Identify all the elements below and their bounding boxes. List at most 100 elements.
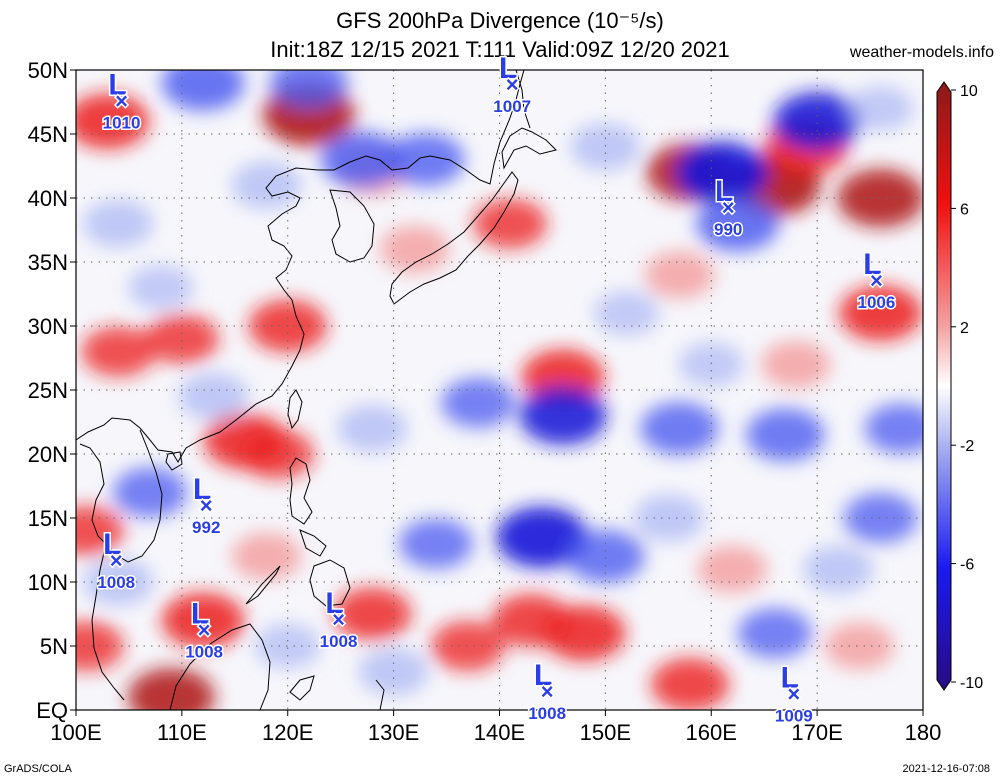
- borneo-coast: [169, 623, 271, 710]
- convergence-cell-30: [161, 70, 245, 111]
- low-center-mark: ×: [115, 89, 128, 114]
- low-center-mark: ×: [506, 72, 519, 97]
- convergence-cell-41: [640, 402, 719, 455]
- low-marker: L×1006: [856, 246, 897, 313]
- low-marker: L×1008: [184, 596, 225, 663]
- convergence-cell-37: [773, 92, 861, 151]
- convergence-cell-45: [178, 372, 249, 420]
- hokkaido-coast: [501, 127, 557, 170]
- render-timestamp: 2021-12-16-07:08: [902, 763, 990, 775]
- graticule: [76, 70, 923, 710]
- x-tick-label: 110E: [157, 720, 207, 745]
- divergence-cell-24: [761, 340, 831, 388]
- low-marker: L×1010: [101, 67, 142, 134]
- convergence-cell-38: [570, 123, 641, 171]
- low-letter: L: [863, 248, 881, 281]
- y-tick-label: 20N: [28, 442, 68, 467]
- convergence-cell-60: [678, 342, 744, 387]
- divergence-cell-3: [144, 313, 219, 364]
- low-marker: L×992: [191, 472, 222, 539]
- y-tick-label: EQ: [36, 698, 68, 723]
- convergence-cell-51: [83, 558, 154, 606]
- low-letter: L: [534, 659, 552, 692]
- low-marker: L×1009: [773, 660, 814, 727]
- map-subtitle: Init:18Z 12/15 2021 T:111 Valid:09Z 12/2…: [270, 37, 730, 62]
- divergence-cell-4: [81, 326, 156, 377]
- mindanao-coast: [309, 559, 351, 607]
- divergence-cell-9: [333, 587, 412, 641]
- x-tick-label: 160E: [686, 720, 737, 745]
- divergence-cell-8: [161, 592, 245, 649]
- visayas-coast: [299, 529, 327, 557]
- low-center-mark: ×: [870, 268, 883, 293]
- convergence-cell-36: [696, 195, 780, 252]
- low-center-mark: ×: [541, 679, 554, 704]
- divergence-field: [76, 70, 923, 710]
- convergence-cell-54: [803, 545, 874, 593]
- colorbar-label: 10: [960, 83, 978, 100]
- low-pressure-label: 1006: [858, 293, 896, 312]
- convergence-cell-50: [113, 467, 188, 518]
- divergence-cell-6: [240, 429, 315, 479]
- low-center-mark: ×: [110, 548, 123, 573]
- low-pressure-label: 992: [192, 518, 220, 537]
- software-credit: GrADS/COLA: [4, 763, 72, 775]
- divergence-cell-17: [837, 168, 923, 228]
- divergence-cell-28: [380, 225, 450, 273]
- convergence-cell-35: [676, 141, 768, 203]
- divergence-cell-18: [839, 285, 922, 342]
- low-center-mark: ×: [198, 617, 211, 642]
- low-pressure-label: 990: [714, 220, 742, 239]
- colorbar-label: -6: [960, 557, 974, 574]
- colorbar-label: -10: [960, 675, 983, 692]
- convergence-cell-57: [594, 291, 660, 336]
- low-marker: L×1008: [527, 657, 568, 724]
- low-pressure-markers: L×1010L×1007L×990L×1006L×992L×1008L×1008…: [96, 51, 897, 727]
- low-letter: L: [191, 597, 209, 630]
- divergence-cell-7: [127, 668, 215, 710]
- x-tick-label: 170E: [791, 720, 842, 745]
- y-tick-label: 45N: [28, 122, 68, 147]
- x-tick-label: 150E: [580, 720, 631, 745]
- x-tick-label: 120E: [262, 720, 313, 745]
- low-letter: L: [781, 661, 799, 694]
- low-pressure-label: 1010: [103, 114, 141, 133]
- map-title: GFS 200hPa Divergence (10⁻⁵/s): [336, 8, 664, 33]
- convergence-cell-55: [843, 493, 918, 543]
- convergence-cell-56: [83, 200, 154, 248]
- divergence-cell-12: [430, 621, 505, 671]
- low-marker: L×1008: [96, 527, 137, 594]
- convergence-cell-31: [269, 70, 349, 110]
- low-letter: L: [325, 587, 343, 620]
- low-letter: L: [108, 69, 126, 102]
- convergence-cell-58: [128, 265, 194, 310]
- convergence-cell-47: [566, 530, 645, 583]
- divergence-cell-27: [824, 622, 895, 670]
- convergence-cell-46: [496, 506, 588, 568]
- divergence-cell-20: [76, 505, 124, 556]
- low-letter: L: [499, 52, 517, 85]
- divergence-cell-11: [542, 605, 626, 661]
- low-pressure-label: 1009: [775, 706, 813, 725]
- asia-coast: [76, 70, 525, 463]
- convergence-cell-53: [737, 608, 812, 659]
- colorbar: 10 6 2 -2 -6 -10: [936, 81, 983, 692]
- divergence-cell-22: [473, 198, 548, 249]
- japan-coast: [389, 171, 519, 305]
- convergence-cell-40: [441, 377, 516, 428]
- y-tick-label: 30N: [28, 314, 68, 339]
- low-marker: L×990: [713, 173, 744, 240]
- y-tick-label: 15N: [28, 506, 68, 531]
- luzon-coast: [289, 457, 313, 525]
- convergence-cell-33: [386, 133, 465, 187]
- hainan-coast: [165, 451, 183, 471]
- low-marker: L×1008: [318, 586, 359, 653]
- low-pressure-label: 1008: [528, 704, 566, 723]
- divergence-cell-26: [697, 545, 768, 593]
- colorbar-label: -2: [960, 438, 974, 455]
- y-tick-label: 40N: [28, 186, 68, 211]
- low-center-mark: ×: [722, 195, 735, 220]
- colorbar-bar: [936, 81, 952, 691]
- colorbar-label: 2: [960, 320, 969, 337]
